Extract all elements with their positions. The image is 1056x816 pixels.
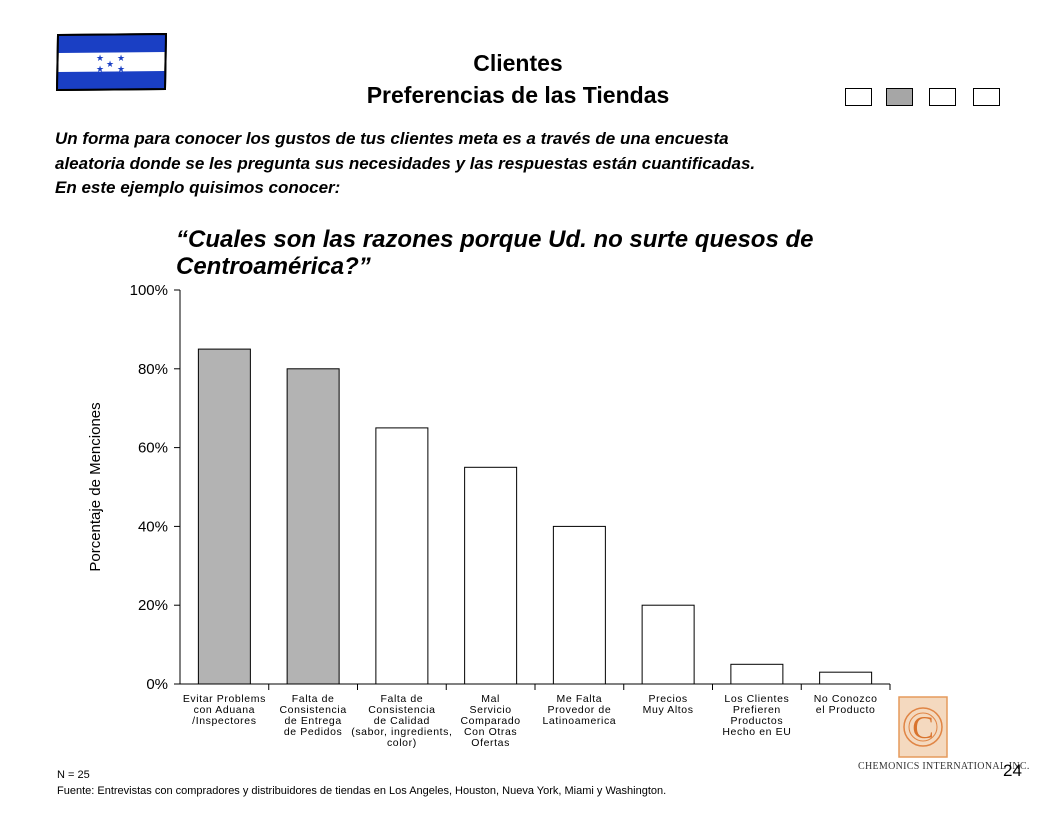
bar — [197, 348, 251, 685]
y-tick-label: 40% — [138, 518, 168, 535]
svg-text:★: ★ — [96, 65, 104, 75]
x-category-label: Me Falta Provedor de Latinoamerica — [542, 693, 616, 727]
question-line-1: “Cuales son las razones porque Ud. no su… — [176, 226, 814, 253]
question-line-2: Centroamérica?” — [176, 253, 371, 280]
y-tick-label: 60% — [138, 440, 168, 457]
x-category-label: Evitar Problems con Aduana/Inspectores — [183, 693, 266, 727]
intro-line-2: aleatoria donde se les pregunta sus nece… — [55, 153, 756, 173]
nav-box-3[interactable] — [929, 88, 956, 106]
bar — [641, 604, 695, 685]
intro-line-1: Un forma para conocer los gustos de tus … — [55, 129, 729, 148]
bar — [730, 663, 784, 685]
y-tick-label: 0% — [146, 676, 168, 693]
page-subtitle: Preferencias de las Tiendas — [366, 82, 670, 108]
svg-text:★: ★ — [117, 54, 125, 64]
svg-text:★: ★ — [106, 60, 114, 70]
nav-box-1[interactable] — [845, 88, 872, 106]
x-category-label: Precios Muy Altos — [643, 693, 694, 716]
y-tick-label: 100% — [130, 282, 168, 299]
bar — [375, 427, 429, 685]
svg-text:★: ★ — [96, 54, 104, 64]
nav-box-2-active[interactable] — [886, 88, 913, 106]
survey-question: “Cuales son las razones porque Ud. no su… — [176, 226, 976, 280]
page-number: 24 — [1003, 761, 1022, 780]
source-note: Fuente: Entrevistas con compradores y di… — [57, 785, 667, 797]
intro-line-3: En este ejemplo quisimos conocer: — [55, 178, 341, 197]
bar — [464, 466, 518, 685]
sample-size-note: N = 25 — [57, 769, 90, 781]
company-name: CHEMONICS INTERNATIONAL INC. — [858, 761, 1030, 772]
x-category-label: No Conozco el Producto — [814, 693, 878, 716]
page-title: Clientes — [473, 50, 563, 76]
chemonics-logo: C — [898, 696, 948, 758]
bar — [552, 525, 606, 685]
intro-text: Un forma para conocer los gustos de tus … — [55, 127, 955, 201]
bar — [286, 368, 340, 685]
y-tick-label: 80% — [138, 361, 168, 378]
x-category-label: Los Clientes Prefieren Productos Hecho en E… — [722, 693, 791, 738]
bar — [819, 671, 873, 685]
logo-letter: C — [912, 709, 933, 745]
x-category-label: Mal Servicio Comparado Con Otras Ofertas — [460, 693, 520, 749]
svg-text:★: ★ — [117, 65, 125, 75]
y-tick-label: 20% — [138, 597, 168, 614]
x-category-label: Falta de Consistencia de Entrega de Pedidos — [279, 693, 346, 738]
y-axis-title: Porcentaje de Menciones — [87, 402, 104, 571]
nav-box-4[interactable] — [973, 88, 1000, 106]
honduras-flag-icon: ★ ★ ★ ★ ★ — [55, 33, 168, 91]
x-category-label: Falta de Consistencia de Calidad (sabor, in… — [351, 693, 452, 749]
